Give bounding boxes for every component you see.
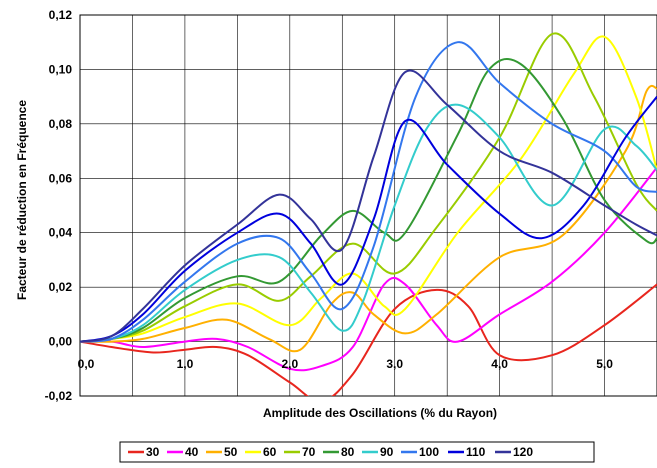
y-tick-label: 0,08 bbox=[49, 117, 73, 131]
legend-label-70: 70 bbox=[302, 445, 316, 459]
y-axis-title: Facteur de réduction en Fréquence bbox=[15, 100, 29, 300]
x-tick-label: 0,0 bbox=[78, 357, 95, 371]
series-line-60 bbox=[80, 35, 657, 343]
series-line-120 bbox=[80, 69, 657, 343]
y-tick-label: 0,00 bbox=[49, 335, 73, 349]
series-line-100 bbox=[80, 41, 657, 343]
x-axis-title: Amplitude des Oscillations (% du Rayon) bbox=[263, 406, 497, 420]
x-tick-label: 2,0 bbox=[281, 357, 298, 371]
data-series bbox=[80, 32, 657, 396]
y-tick-label: 0,02 bbox=[49, 280, 73, 294]
y-tick-label: 0,10 bbox=[49, 62, 73, 76]
series-line-40 bbox=[80, 166, 657, 372]
y-tick-label: 0,04 bbox=[49, 226, 73, 240]
y-tick-label: -0,02 bbox=[45, 389, 73, 403]
x-tick-label: 1,0 bbox=[177, 357, 194, 371]
x-tick-label: 5,0 bbox=[596, 357, 613, 371]
grid-lines bbox=[79, 14, 657, 397]
legend-label-120: 120 bbox=[513, 445, 533, 459]
legend: 30 40 50 60 70 80 90 100 110 120 bbox=[128, 445, 533, 459]
legend-label-90: 90 bbox=[380, 445, 394, 459]
legend-label-80: 80 bbox=[341, 445, 355, 459]
series-line-80 bbox=[80, 57, 657, 343]
series-line-110 bbox=[80, 95, 657, 343]
y-tick-label: 0,06 bbox=[49, 171, 73, 185]
x-tick-label: 4,0 bbox=[491, 357, 508, 371]
series-line-30 bbox=[80, 283, 657, 396]
legend-label-50: 50 bbox=[224, 445, 238, 459]
legend-label-100: 100 bbox=[419, 445, 439, 459]
legend-label-40: 40 bbox=[185, 445, 199, 459]
series-line-70 bbox=[80, 32, 657, 343]
legend-box bbox=[119, 441, 595, 463]
plot-area bbox=[79, 14, 657, 397]
x-tick-label: 3,0 bbox=[386, 357, 403, 371]
legend-label-110: 110 bbox=[466, 445, 486, 459]
series-line-90 bbox=[80, 103, 657, 343]
x-tick-labels: 0,0 1,0 2,0 3,0 4,0 5,0 bbox=[78, 357, 614, 371]
legend-label-60: 60 bbox=[263, 445, 277, 459]
y-tick-labels: -0,02 0,00 0,02 0,04 0,06 0,08 0,10 0,12 bbox=[45, 8, 73, 403]
legend-label-30: 30 bbox=[146, 445, 160, 459]
y-tick-label: 0,12 bbox=[49, 8, 73, 22]
